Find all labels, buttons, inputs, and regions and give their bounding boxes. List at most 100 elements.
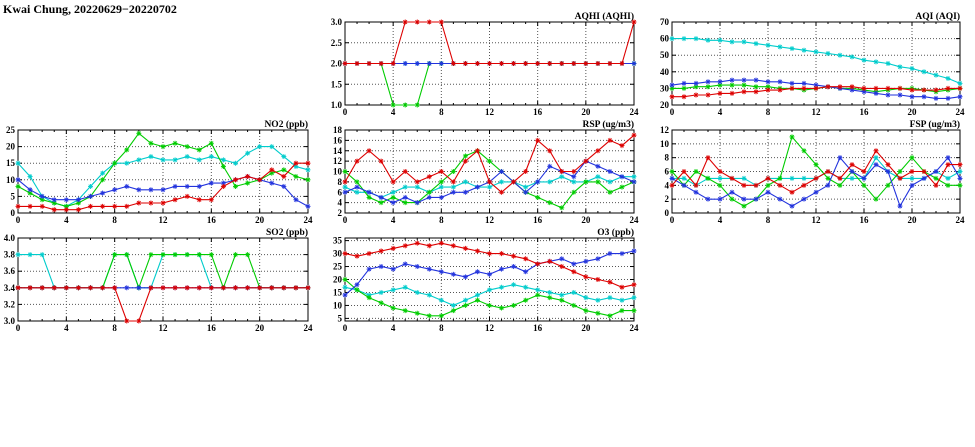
series-red (342, 132, 637, 195)
x-tick-label: 12 (485, 323, 495, 333)
y-tick-label: 3.2 (4, 299, 16, 309)
x-tick-label: 12 (159, 323, 169, 333)
axis-labels: 0 4 8 12 16 20 24 5 10 15 20 25 30 35 (333, 236, 639, 333)
y-tick-label: 20 (333, 275, 343, 285)
y-tick-label: 25 (6, 125, 16, 135)
y-tick-label: 1.0 (331, 100, 343, 110)
x-tick-label: 12 (812, 107, 822, 117)
chart-aqhi: 0 4 8 12 16 20 24 1.0 1.5 2.0 2.5 3.0 AQHI (AQHI) (331, 11, 639, 117)
y-tick-label: 2.0 (331, 59, 343, 69)
y-tick-label: 4.0 (4, 233, 16, 243)
y-tick-label: 12 (660, 125, 670, 135)
y-tick-label: 6 (338, 187, 343, 197)
series-blue (669, 155, 963, 209)
series-red (669, 84, 963, 100)
x-tick-label: 24 (956, 107, 966, 117)
chart-title-no2: NO2 (ppb) (264, 119, 308, 130)
grid (18, 238, 308, 321)
y-tick-label: 14 (333, 146, 343, 156)
y-tick-label: 5 (338, 313, 343, 323)
x-tick-label: 8 (439, 107, 444, 117)
x-tick-label: 8 (439, 215, 444, 225)
grid (345, 238, 634, 321)
x-tick-label: 16 (207, 323, 217, 333)
grid (672, 22, 960, 105)
x-tick-label: 20 (908, 215, 918, 225)
x-tick-label: 12 (485, 107, 495, 117)
y-tick-label: 30 (333, 249, 343, 259)
chart-title-fsp: FSP (ug/m3) (910, 119, 960, 130)
y-tick-label: 3.0 (331, 17, 343, 27)
y-tick-label: 3.8 (4, 250, 16, 260)
x-tick-label: 8 (112, 215, 117, 225)
x-tick-label: 24 (304, 323, 314, 333)
chart-title-rsp: RSP (ug/m3) (583, 119, 634, 130)
y-tick-label: 20 (6, 142, 16, 152)
y-tick-label: 5 (11, 191, 16, 201)
series-green (15, 130, 311, 209)
y-tick-label: 4 (338, 198, 343, 208)
y-tick-label: 10 (333, 167, 343, 177)
x-tick-label: 20 (581, 323, 591, 333)
x-tick-label: 16 (207, 215, 217, 225)
x-tick-label: 24 (630, 107, 640, 117)
axis-labels: 0 4 8 12 16 20 24 0 5 10 15 20 25 (6, 125, 313, 225)
x-tick-label: 4 (391, 215, 396, 225)
x-tick-label: 20 (581, 107, 591, 117)
x-tick-label: 4 (391, 323, 396, 333)
y-tick-label: 35 (333, 236, 343, 246)
x-tick-label: 0 (670, 107, 675, 117)
x-tick-label: 16 (533, 215, 543, 225)
y-tick-label: 0 (665, 208, 670, 218)
chart-no2: 0 4 8 12 16 20 24 0 5 10 15 20 25 NO2 (ppb) (6, 119, 313, 225)
series-green (342, 277, 637, 319)
x-tick-label: 4 (718, 215, 723, 225)
x-tick-label: 16 (533, 107, 543, 117)
y-tick-label: 8 (338, 177, 343, 187)
y-tick-label: 10 (333, 300, 343, 310)
chart-title-o3: O3 (ppb) (597, 227, 634, 238)
x-tick-label: 0 (670, 215, 675, 225)
y-tick-label: 2 (338, 208, 343, 218)
x-tick-label: 0 (16, 215, 21, 225)
x-tick-label: 16 (860, 107, 870, 117)
axis-labels: 0 4 8 12 16 20 24 1.0 1.5 2.0 2.5 3.0 (331, 17, 639, 117)
y-tick-label: 12 (333, 156, 343, 166)
y-tick-label: 40 (660, 67, 670, 77)
x-tick-label: 12 (485, 215, 495, 225)
y-tick-label: 2 (665, 194, 670, 204)
y-tick-label: 60 (660, 34, 670, 44)
x-tick-label: 24 (956, 215, 966, 225)
x-tick-label: 20 (908, 107, 918, 117)
x-tick-label: 0 (343, 215, 348, 225)
chart-so2: 0 4 8 12 16 20 24 3.0 3.2 3.4 3.6 3.8 4.0 SO2 (ppb) (4, 227, 313, 333)
x-tick-label: 8 (112, 323, 117, 333)
y-tick-label: 18 (333, 125, 343, 135)
series-red (669, 148, 963, 195)
y-tick-label: 15 (333, 287, 343, 297)
x-tick-label: 24 (304, 215, 314, 225)
y-tick-label: 30 (660, 83, 670, 93)
x-tick-label: 4 (64, 323, 69, 333)
x-tick-label: 16 (533, 323, 543, 333)
chart-o3: 0 4 8 12 16 20 24 5 10 15 20 25 30 35 O3 (ppb) (333, 227, 639, 333)
x-tick-label: 8 (766, 215, 771, 225)
x-tick-label: 0 (16, 323, 21, 333)
series-red (15, 285, 311, 324)
x-tick-label: 20 (255, 215, 265, 225)
y-tick-label: 10 (6, 175, 16, 185)
x-tick-label: 0 (343, 323, 348, 333)
y-tick-label: 15 (6, 158, 16, 168)
y-tick-label: 70 (660, 17, 670, 27)
chart-title-aqi: AQI (AQI) (915, 11, 960, 22)
series-red (342, 240, 637, 290)
x-tick-label: 20 (255, 323, 265, 333)
y-tick-label: 25 (333, 262, 343, 272)
x-tick-label: 0 (343, 107, 348, 117)
x-tick-label: 24 (630, 323, 640, 333)
y-tick-label: 1.5 (331, 79, 343, 89)
